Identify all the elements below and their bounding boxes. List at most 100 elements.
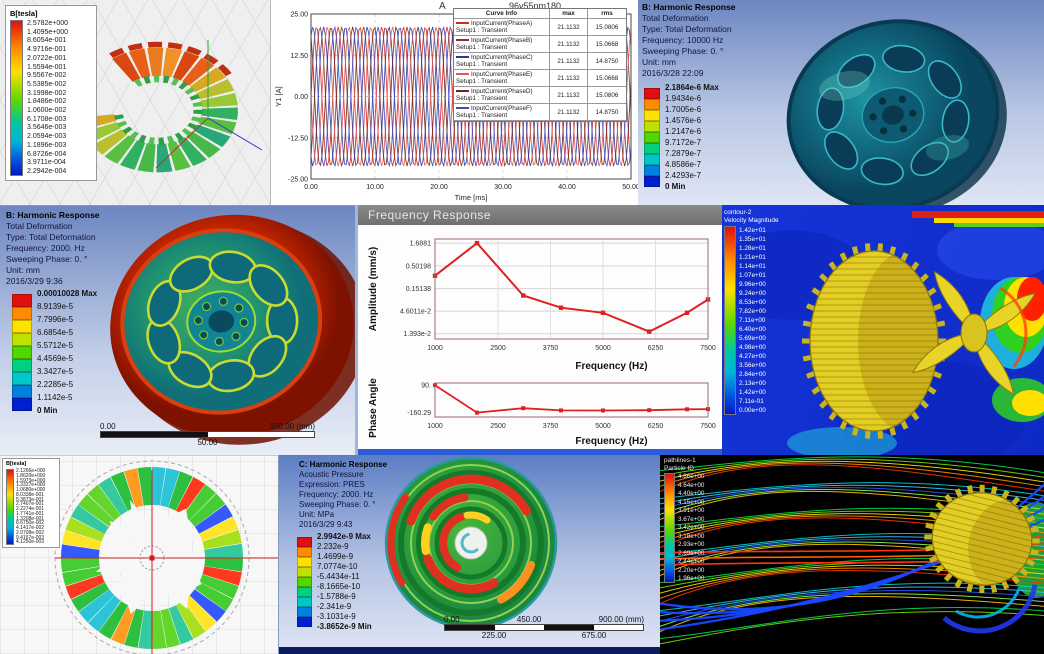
legend-value: -3.1031e-9: [317, 612, 356, 621]
curve-info-row: InputCurrent(PhaseD) Setup1 : Transient 21…: [454, 87, 626, 104]
svg-text:3750: 3750: [543, 423, 559, 430]
coil-3d-view: [78, 40, 263, 173]
result-header: B: Harmonic Response Total Deformation Typ…: [6, 210, 100, 287]
panel-harmonic-2000: B: Harmonic Response Total Deformation Typ…: [0, 205, 355, 455]
legend-value: 2.7407e-001: [16, 501, 45, 508]
legend-value: 3.18e+00: [678, 532, 705, 540]
legend-value: 5.69e+00: [739, 335, 766, 342]
legend-value: 2.0708e-002: [16, 529, 45, 536]
legend-value: 2.1266e+000: [16, 468, 46, 474]
svg-text:7500: 7500: [700, 423, 716, 430]
panel-current-plot: A 96v55nm180 25.00 12.50 0.00 -12.50 -25.00 0…: [270, 0, 638, 205]
svg-text:20.00: 20.00: [430, 184, 448, 191]
legend-title: B[tesla]: [10, 9, 38, 18]
legend-value: 2.13e+00: [739, 380, 766, 387]
svg-text:7500: 7500: [700, 345, 716, 352]
legend-title: B[tesla]: [6, 461, 27, 467]
legend-title: pathlines-1: [664, 457, 696, 464]
legend-value: 7.82e+00: [739, 308, 766, 315]
legend-value: 2.2942e-004: [27, 167, 67, 175]
panel-frequency-response: Frequency Response 1.6881 0.50198 0.15138 4…: [355, 205, 722, 455]
legend-value: 7.11e-01: [739, 398, 764, 405]
svg-text:0.00: 0.00: [304, 184, 318, 191]
legend-value: 2.2285e-5: [37, 380, 74, 389]
legend-value: 6.40e+00: [739, 326, 766, 333]
legend-value: 4.9716e-001: [27, 46, 67, 54]
svg-text:3750: 3750: [543, 345, 559, 352]
curve-info-table: Curve Info max rms InputCurrent(PhaseA) Setu…: [453, 8, 627, 122]
svg-text:90.: 90.: [421, 383, 431, 390]
legend-value: 2.69e+00: [678, 549, 705, 557]
svg-text:50.00: 50.00: [622, 184, 638, 191]
legend-value: 3.67e+00: [678, 515, 705, 523]
velocity-legend: contour-2 Velocity Magnitude 1.42e+01 1.3…: [724, 209, 779, 415]
legend-values: 2.1266e+000 1.8620e+000 1.5973e+000 1.3327e…: [16, 469, 45, 545]
legend-title: contour-2: [724, 209, 752, 216]
svg-text:12.50: 12.50: [290, 53, 308, 60]
header-line: Total Deformation: [6, 221, 73, 231]
svg-text:30.00: 30.00: [494, 184, 512, 191]
legend-value: -5.4434e-11: [317, 572, 360, 581]
legend-value: 7.11e+00: [739, 317, 766, 324]
scale-ruler: 0.00 450.00 900.00 (mm) 225.00 675.00: [444, 615, 644, 640]
curve-info-row: InputCurrent(PhaseC) Setup1 : Transient 21…: [454, 53, 626, 70]
legend-value: 9.4167e-003: [16, 534, 45, 541]
header-line: Sweeping Phase: 0. °: [642, 46, 724, 56]
legend-value: 1.2147e-6: [665, 127, 702, 136]
header-line: Type: Total Deformation: [642, 24, 732, 34]
legend-value: 3.56e+00: [739, 362, 766, 369]
legend-value: 5.5712e-5: [37, 341, 74, 350]
legend-value: 9.5567e-002: [27, 72, 67, 80]
phase-chart: 90. -160.29 1000 2500 3750 5000 6250 7500 Phase …: [368, 378, 716, 447]
header-line: Acoustic Pressure: [299, 470, 364, 479]
curve-info-row: InputCurrent(PhaseE) Setup1 : Transient 21…: [454, 70, 626, 87]
legend-value: 4.27e+00: [739, 353, 766, 360]
legend-value: 2.2274e-001: [16, 506, 45, 512]
header-line: B: Harmonic Response: [6, 210, 100, 220]
legend-value: 1.14e+01: [739, 263, 766, 270]
scale-ruler: 0.00 100.00 (mm) 50.00: [100, 422, 315, 447]
legend-value: 4.64e+00: [678, 481, 705, 489]
legend-value: 2.1864e-6 Max: [665, 83, 719, 92]
legend-subtitle: Particle ID: [664, 464, 694, 472]
colorbar: [10, 20, 23, 176]
header-line: Sweeping Phase: 0. °: [6, 254, 88, 264]
legend-value: 5.3873e-001: [16, 496, 45, 503]
svg-text:1.393e-2: 1.393e-2: [403, 331, 431, 338]
legend-value: 2.0722e-001: [27, 54, 67, 62]
legend-value: -1.5788e-9: [317, 592, 356, 601]
ruler-label: 450.00: [516, 615, 542, 624]
legend-value: -8.1665e-10: [317, 582, 361, 591]
svg-text:40.00: 40.00: [558, 184, 576, 191]
svg-text:1000: 1000: [427, 423, 443, 430]
curve-info-row: InputCurrent(PhaseF) Setup1 : Transient 21…: [454, 104, 626, 121]
legend-value: 3.91e+00: [678, 507, 705, 514]
legend-value: 1.9434e-6: [665, 94, 702, 103]
result-header: B: Harmonic Response Total Deformation Typ…: [642, 2, 736, 79]
svg-text:5000: 5000: [595, 345, 611, 352]
legend-value: 1.1896e-003: [27, 141, 67, 149]
window-titlebar[interactable]: Frequency Response: [358, 205, 722, 225]
legend-value: 2.4293e-7: [665, 171, 702, 180]
legend-value: 0 Min: [665, 182, 686, 191]
panel-coil-field: B[tesla] 2.5782e+000 1.4095e+000 8.6054e-0…: [0, 0, 270, 205]
legend-value: 9.24e+00: [739, 290, 766, 297]
legend-value: 1.0600e-002: [27, 107, 67, 115]
legend-value: 1.35e+01: [739, 236, 766, 243]
legend-value: 1.3327e+000: [16, 482, 46, 489]
svg-text:0.50198: 0.50198: [406, 264, 431, 271]
legend-value: 2.9942e-9 Max: [317, 532, 371, 541]
legend-value: 7.0774e-10: [317, 562, 358, 571]
legend-value: 8.9139e-5: [37, 302, 74, 311]
legend-value: 7.7996e-5: [37, 315, 74, 324]
legend-value: 6.1708e-003: [27, 115, 67, 123]
acoustic-disc-view: [384, 456, 558, 630]
legend-value: 4.15e+00: [678, 498, 705, 506]
colorbar: [6, 469, 14, 545]
svg-text:Time [ms]: Time [ms]: [455, 193, 488, 202]
header-line: Sweeping Phase: 0. °: [299, 500, 376, 509]
legend-value: 1.28e+01: [739, 245, 766, 252]
window-bottom-edge: [358, 449, 722, 455]
svg-text:-25.00: -25.00: [288, 177, 308, 184]
legend-value: 2.232e-9: [317, 542, 349, 551]
